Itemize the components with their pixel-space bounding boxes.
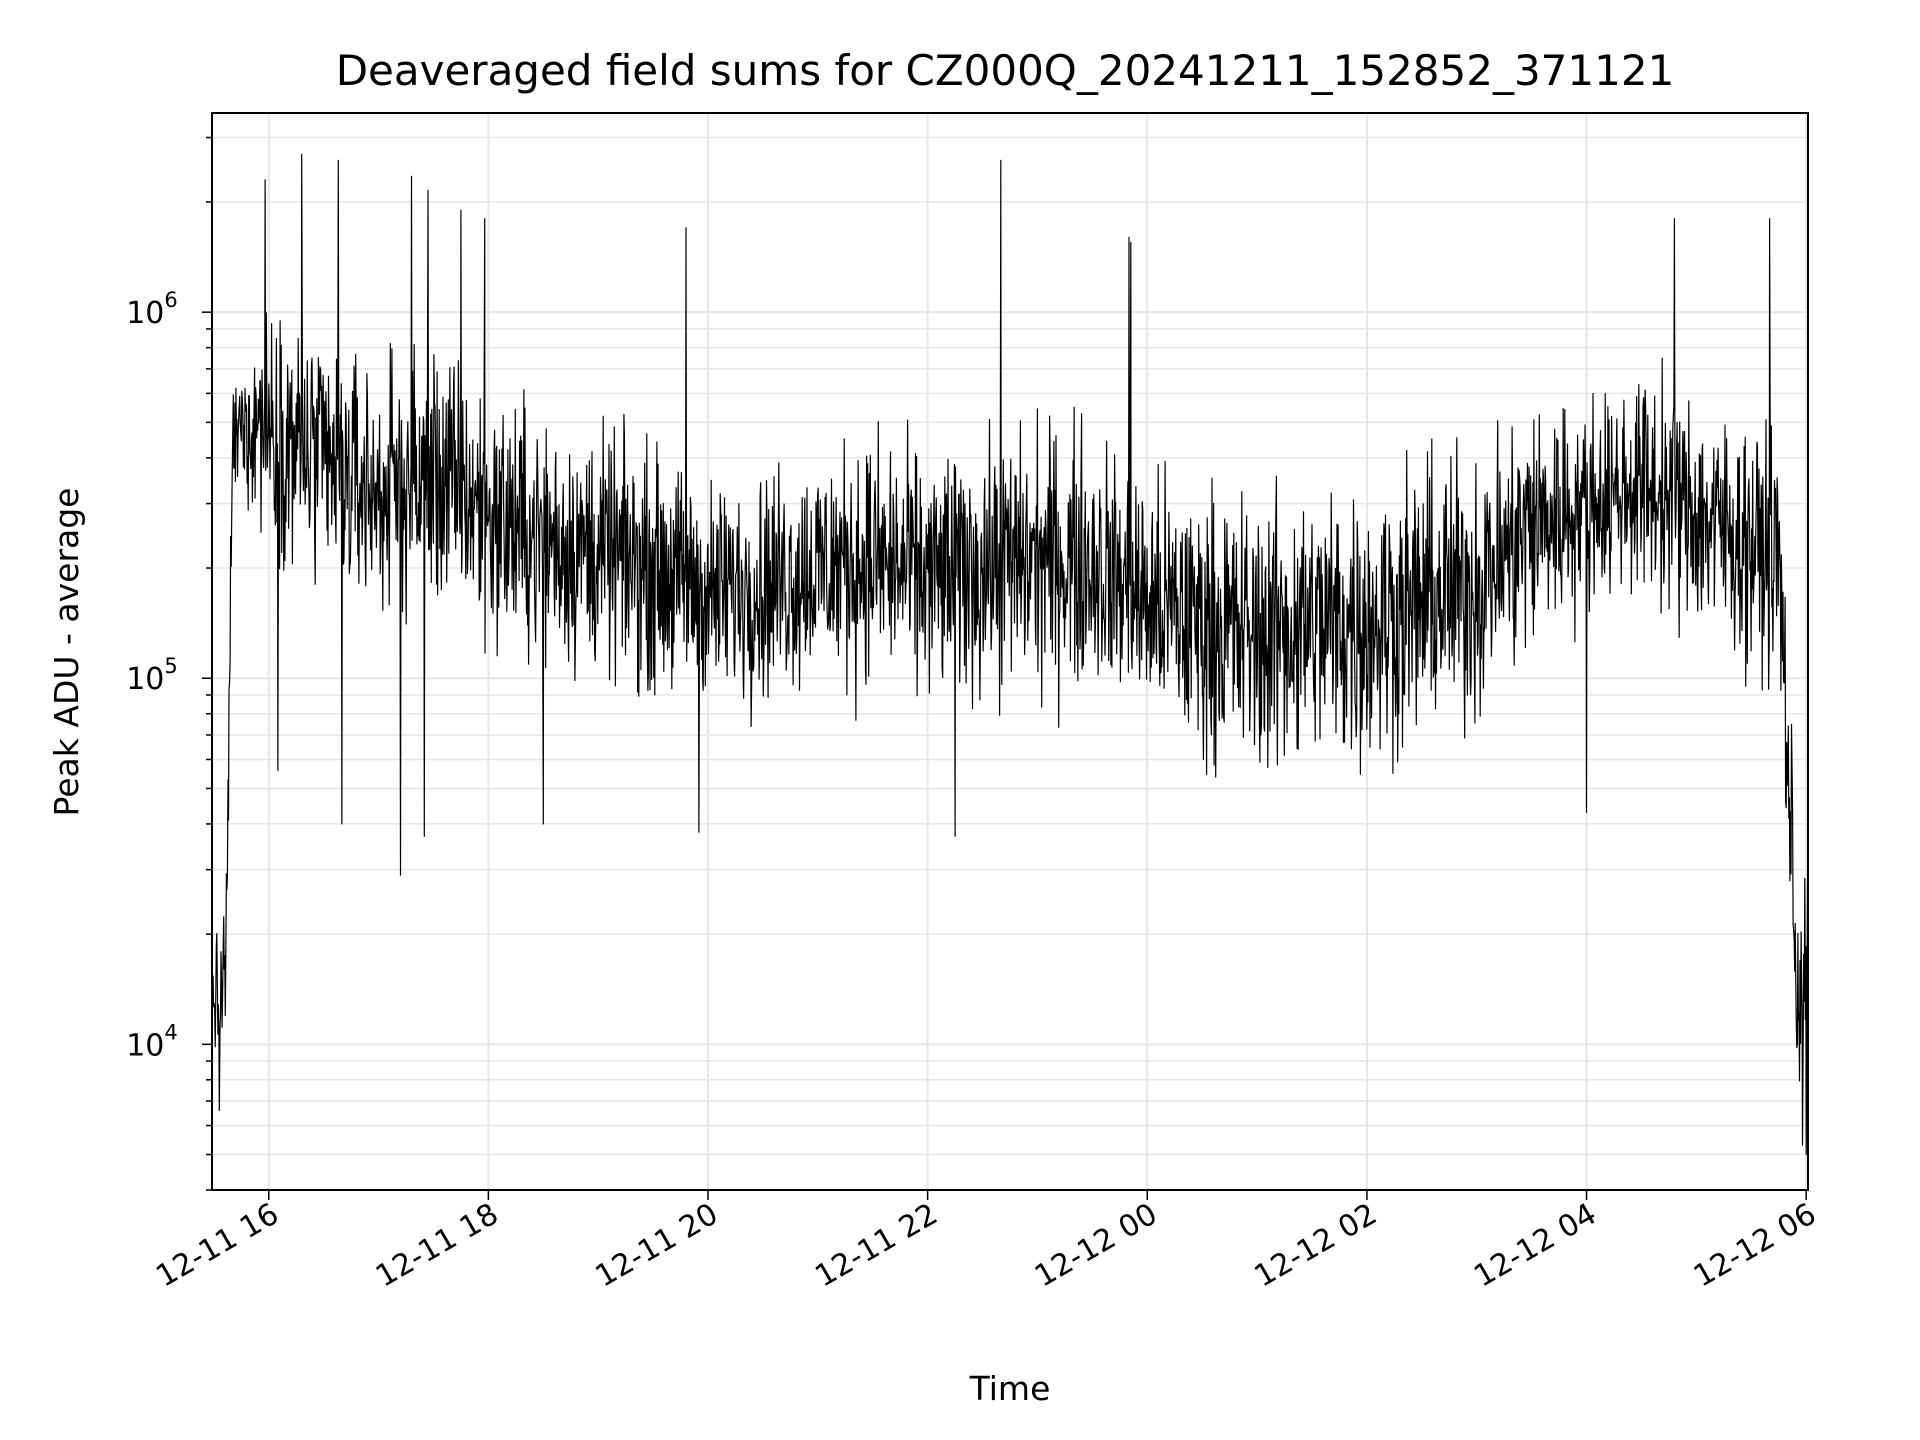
y-tick-label: 105	[126, 654, 178, 697]
y-axis-label: Peak ADU - average	[47, 488, 86, 817]
plot-frame	[211, 112, 1809, 1191]
chart-title: Deaveraged field sums for CZ000Q_2024121…	[336, 46, 1675, 95]
y-tick-label-base: 10	[126, 662, 164, 697]
y-tick-label-exponent: 6	[164, 288, 177, 312]
y-tick-label: 106	[126, 288, 178, 331]
y-tick-label-base: 10	[126, 296, 164, 331]
y-tick-label-exponent: 5	[164, 654, 177, 678]
data-series-line	[211, 153, 1809, 1156]
y-tick-label-exponent: 4	[164, 1020, 177, 1044]
y-tick-label: 104	[126, 1020, 178, 1063]
y-tick-label-base: 10	[126, 1028, 164, 1063]
series-line	[211, 153, 1809, 1156]
x-axis-label: Time	[969, 1369, 1051, 1408]
